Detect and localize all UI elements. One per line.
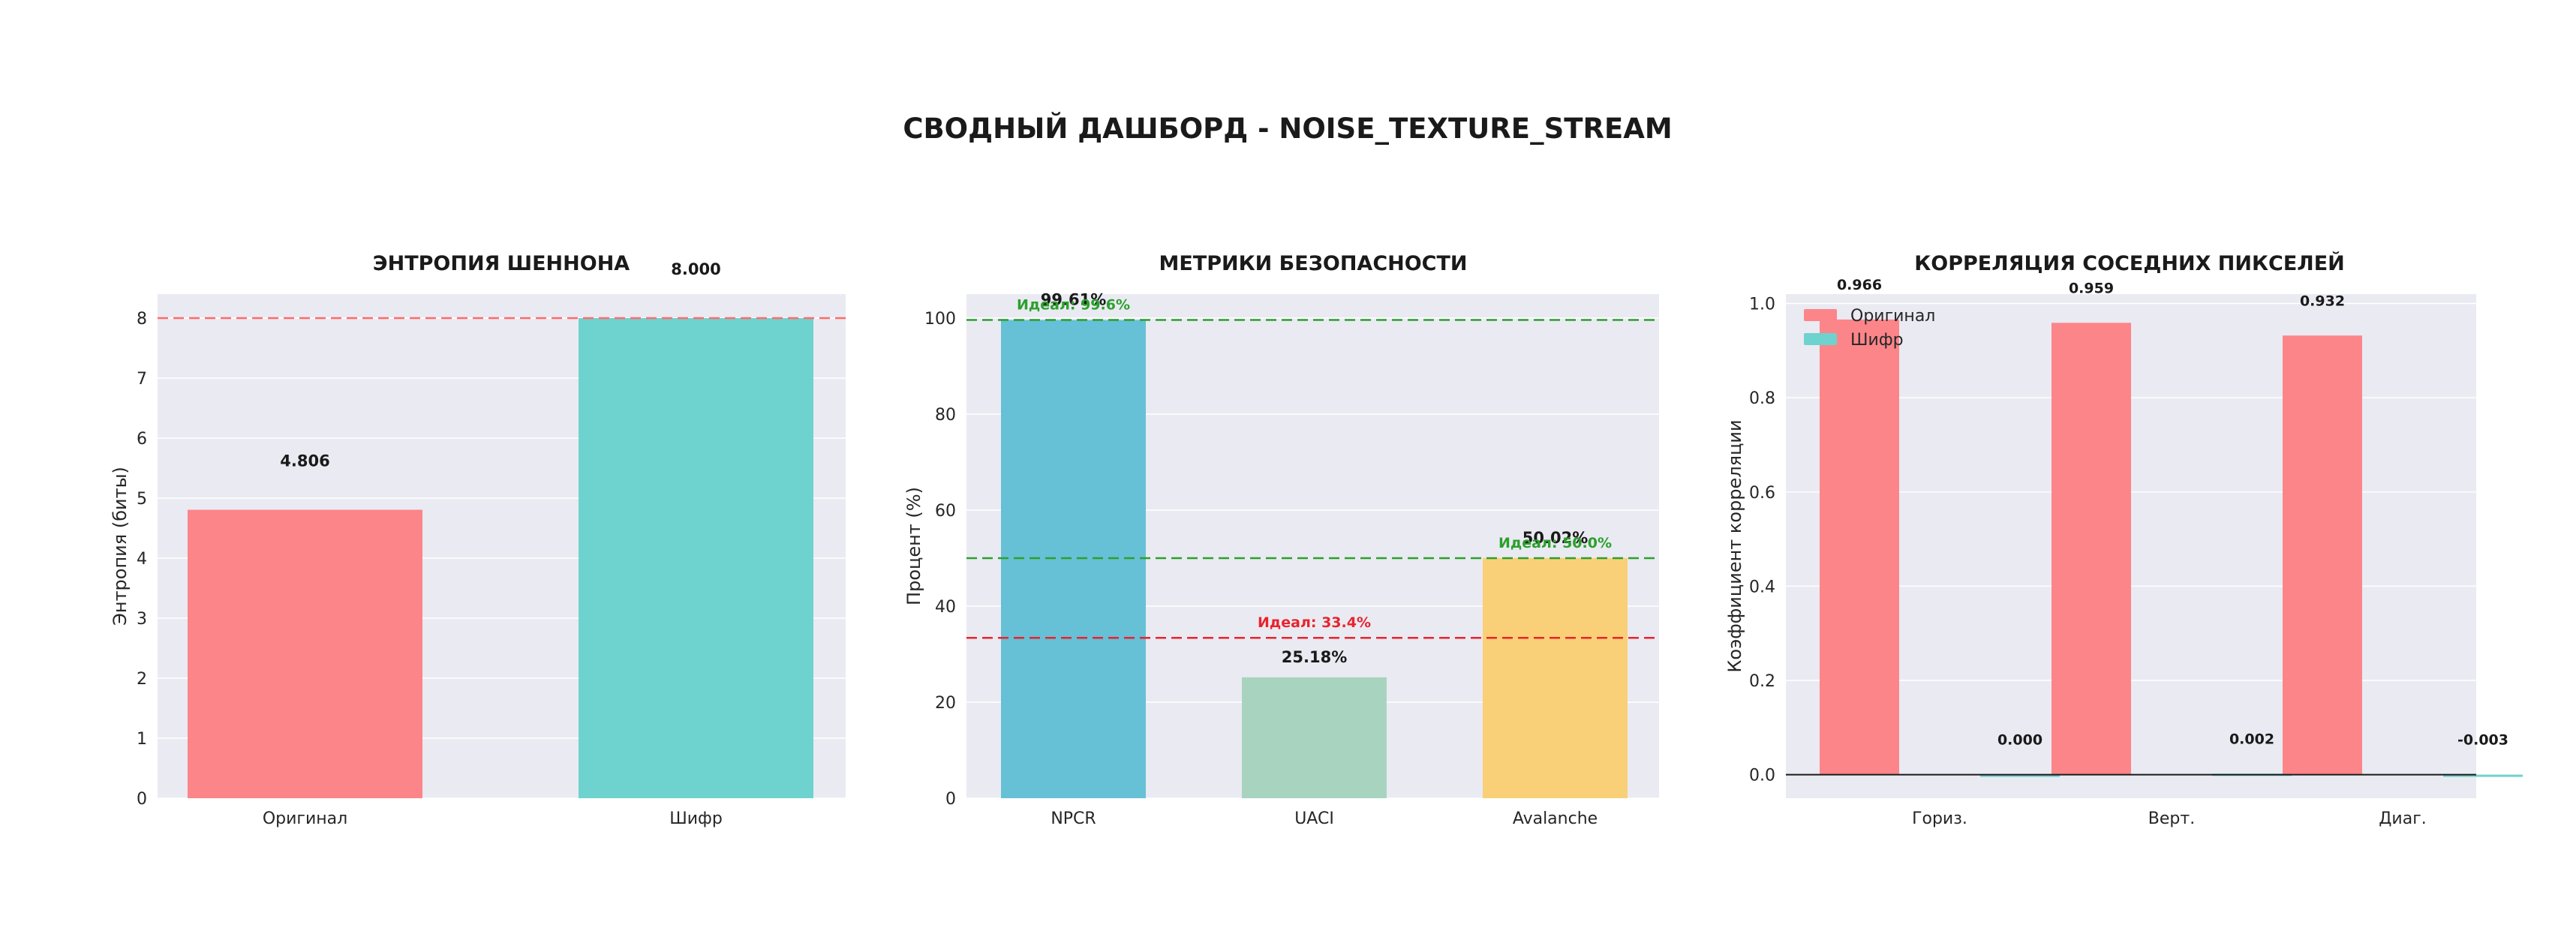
security-value-label: 99.61% bbox=[1041, 290, 1106, 308]
security-chart-title: МЕТРИКИ БЕЗОПАСНОСТИ bbox=[1159, 252, 1467, 275]
security-y-tick: 40 bbox=[935, 598, 956, 617]
security-x-tick: UACI bbox=[1294, 809, 1334, 828]
correlation-bar bbox=[1980, 774, 2060, 777]
entropy-y-tick: 6 bbox=[137, 430, 147, 449]
correlation-x-tick: Верт. bbox=[2148, 809, 2195, 828]
security-bar bbox=[1483, 557, 1628, 798]
security-value-label: 25.18% bbox=[1282, 648, 1347, 666]
security-y-tick: 100 bbox=[924, 310, 956, 329]
correlation-value-label: 0.966 bbox=[1837, 277, 1882, 293]
security-y-tick: 0 bbox=[945, 790, 956, 809]
correlation-x-tick: Диаг. bbox=[2379, 809, 2427, 828]
correlation-legend: Оригинал Шифр bbox=[1804, 307, 1935, 350]
correlation-value-label: 0.932 bbox=[2300, 293, 2345, 309]
security-y-tick: 20 bbox=[935, 694, 956, 713]
security-x-tick: Avalanche bbox=[1513, 809, 1598, 828]
correlation-y-tick: 0.8 bbox=[1749, 389, 1775, 408]
entropy-y-axis-label: Энтропия (биты) bbox=[110, 467, 131, 626]
security-y-tick: 60 bbox=[935, 502, 956, 521]
correlation-chart-title: КОРРЕЛЯЦИЯ СОСЕДНИХ ПИКСЕЛЕЙ bbox=[1914, 251, 2345, 275]
entropy-y-tick: 8 bbox=[137, 310, 147, 329]
correlation-x-tick: Гориз. bbox=[1912, 809, 1967, 828]
correlation-y-axis-label: Коэффициент корреляции bbox=[1724, 419, 1745, 672]
correlation-value-label: 0.002 bbox=[2229, 731, 2274, 747]
entropy-chart: 4.806 8.000 0 1 2 3 4 5 6 7 8 Оригинал Шифр ЭНТРОПИ… bbox=[110, 252, 846, 828]
security-metrics-chart: 99.61% 25.18% 50.02% Идеал: 99.6% Идеал: 33.… bbox=[903, 252, 1659, 828]
entropy-x-tick: Шифр bbox=[669, 809, 723, 828]
security-x-tick: NPCR bbox=[1051, 809, 1096, 828]
security-ideal-label: Идеал: 50.0% bbox=[1498, 535, 1612, 551]
security-y-tick: 80 bbox=[935, 406, 956, 425]
entropy-y-tick: 7 bbox=[137, 370, 147, 389]
correlation-y-tick: 0.2 bbox=[1749, 672, 1775, 691]
entropy-y-tick: 2 bbox=[137, 670, 147, 689]
entropy-y-tick: 0 bbox=[137, 790, 147, 809]
entropy-y-tick: 5 bbox=[137, 490, 147, 509]
security-ideal-label: Идеал: 33.4% bbox=[1258, 614, 1371, 631]
entropy-chart-title: ЭНТРОПИЯ ШЕННОНА bbox=[373, 252, 630, 275]
correlation-y-tick: 0.4 bbox=[1749, 578, 1775, 596]
correlation-value-label: 0.959 bbox=[2069, 280, 2114, 296]
entropy-value-label: 4.806 bbox=[280, 452, 329, 470]
legend-swatch-cipher bbox=[1804, 333, 1837, 345]
correlation-chart: 0.966 0.000 0.959 0.002 0.932 -0.003 0.0 0.2 0.… bbox=[1724, 251, 2523, 828]
correlation-y-tick: 1.0 bbox=[1749, 296, 1775, 314]
security-bar bbox=[1242, 677, 1387, 798]
correlation-bar bbox=[2051, 323, 2131, 775]
entropy-bar bbox=[188, 509, 422, 798]
legend-label-original: Оригинал bbox=[1850, 307, 1935, 326]
correlation-y-tick: 0.0 bbox=[1749, 767, 1775, 785]
security-y-axis-label: Процент (%) bbox=[903, 487, 924, 605]
correlation-bar bbox=[2283, 335, 2362, 775]
correlation-y-tick: 0.6 bbox=[1749, 484, 1775, 503]
correlation-value-label: -0.003 bbox=[2457, 732, 2508, 749]
entropy-y-tick: 3 bbox=[137, 610, 147, 629]
correlation-bar bbox=[2443, 774, 2523, 777]
security-value-label: 50.02% bbox=[1522, 529, 1588, 547]
correlation-value-label: 0.000 bbox=[1997, 732, 2042, 749]
security-bar bbox=[1001, 320, 1146, 799]
correlation-bar bbox=[1820, 319, 1899, 775]
entropy-x-tick: Оригинал bbox=[263, 809, 347, 828]
entropy-value-label: 8.000 bbox=[671, 260, 720, 278]
legend-swatch-original bbox=[1804, 309, 1837, 321]
figure-title: СВОДНЫЙ ДАШБОРД - NOISE_TEXTURE_STREAM bbox=[903, 112, 1672, 145]
entropy-y-tick: 4 bbox=[137, 550, 147, 569]
entropy-y-tick: 1 bbox=[137, 730, 147, 749]
security-ideal-label: Идеал: 99.6% bbox=[1017, 297, 1130, 314]
entropy-bar bbox=[579, 318, 813, 798]
legend-label-cipher: Шифр bbox=[1850, 331, 1904, 350]
